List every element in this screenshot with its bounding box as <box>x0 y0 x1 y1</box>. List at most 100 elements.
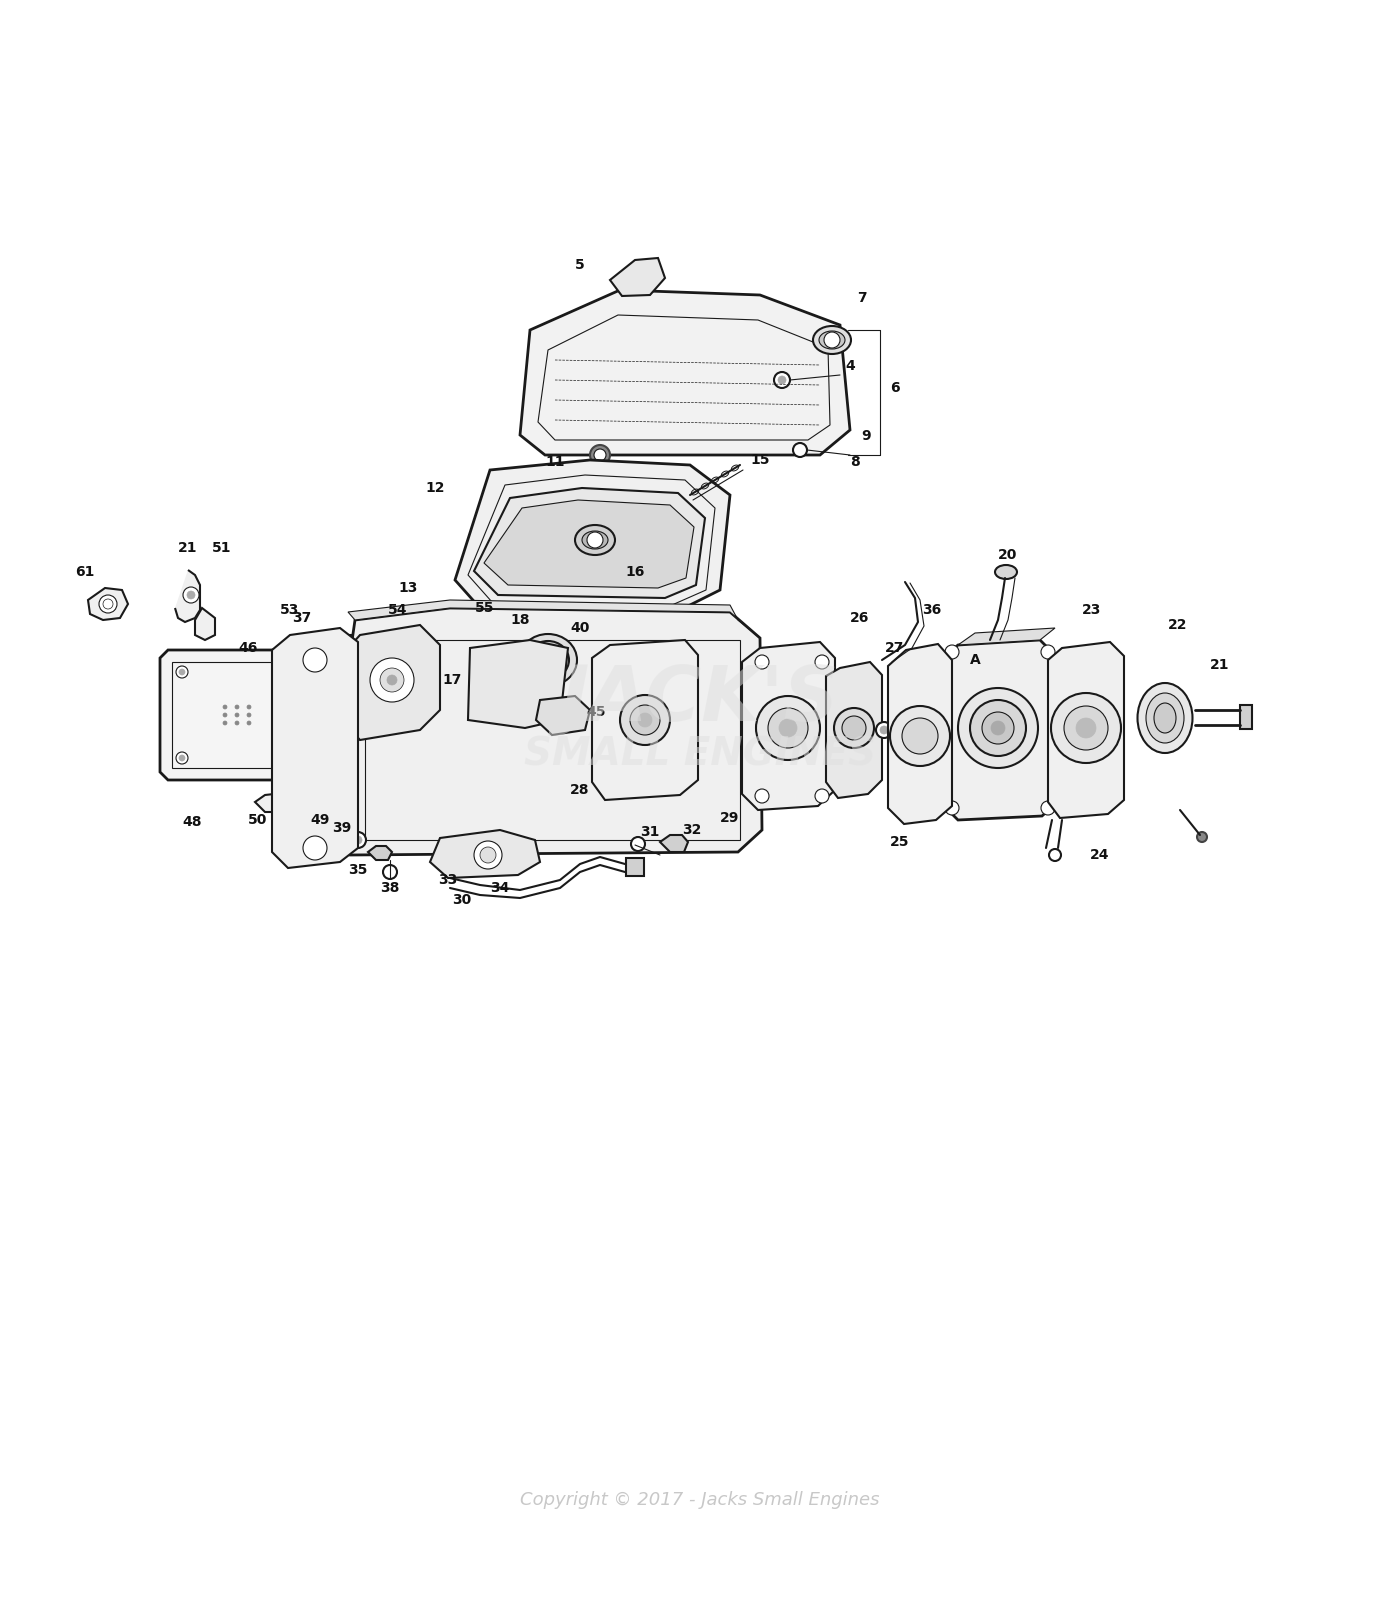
Ellipse shape <box>819 331 846 348</box>
Circle shape <box>477 647 489 658</box>
Text: 53: 53 <box>280 602 300 617</box>
Circle shape <box>1197 833 1207 842</box>
Circle shape <box>235 721 239 725</box>
Text: 29: 29 <box>721 812 739 825</box>
Polygon shape <box>433 666 473 713</box>
Text: 11: 11 <box>545 455 564 468</box>
Circle shape <box>778 376 785 384</box>
Circle shape <box>630 705 659 735</box>
Polygon shape <box>826 662 882 797</box>
Circle shape <box>417 647 428 658</box>
Circle shape <box>631 837 645 852</box>
Circle shape <box>991 721 1005 735</box>
Ellipse shape <box>813 326 851 355</box>
Polygon shape <box>455 460 729 610</box>
Circle shape <box>290 670 295 674</box>
Bar <box>172 662 302 769</box>
Ellipse shape <box>995 566 1016 578</box>
Polygon shape <box>325 607 762 855</box>
Polygon shape <box>592 641 699 801</box>
Circle shape <box>480 847 496 863</box>
Ellipse shape <box>575 526 615 555</box>
Polygon shape <box>1049 642 1124 818</box>
Ellipse shape <box>1137 682 1193 753</box>
Circle shape <box>417 721 428 733</box>
Circle shape <box>496 628 510 642</box>
Text: 12: 12 <box>426 481 445 495</box>
Text: 24: 24 <box>1091 849 1110 861</box>
Text: 48: 48 <box>182 815 202 829</box>
Text: 25: 25 <box>890 836 910 849</box>
Text: JACK'S: JACK'S <box>560 663 840 737</box>
Ellipse shape <box>519 634 577 686</box>
Circle shape <box>287 666 300 678</box>
Circle shape <box>769 708 808 748</box>
Circle shape <box>323 724 337 738</box>
Text: 36: 36 <box>923 602 942 617</box>
Circle shape <box>302 836 328 860</box>
Polygon shape <box>414 646 491 735</box>
Circle shape <box>594 449 606 460</box>
Polygon shape <box>88 588 127 620</box>
Circle shape <box>841 716 867 740</box>
Circle shape <box>370 658 414 702</box>
Bar <box>1240 705 1252 729</box>
Circle shape <box>958 689 1037 769</box>
Circle shape <box>498 631 505 639</box>
Circle shape <box>945 801 959 815</box>
Text: 34: 34 <box>490 880 510 895</box>
Circle shape <box>755 655 769 670</box>
Polygon shape <box>349 599 760 638</box>
Text: 32: 32 <box>682 823 701 837</box>
Text: 13: 13 <box>399 582 417 594</box>
Text: 8: 8 <box>850 455 860 468</box>
Polygon shape <box>321 634 410 741</box>
Polygon shape <box>175 570 200 622</box>
Circle shape <box>792 443 806 457</box>
Circle shape <box>1064 706 1107 749</box>
Text: 27: 27 <box>885 641 904 655</box>
Circle shape <box>179 754 185 761</box>
Circle shape <box>176 666 188 678</box>
Text: 9: 9 <box>861 428 871 443</box>
Polygon shape <box>888 644 952 825</box>
Circle shape <box>638 713 652 727</box>
Text: 49: 49 <box>311 813 329 828</box>
Circle shape <box>881 725 888 733</box>
Circle shape <box>188 591 195 599</box>
Polygon shape <box>272 628 358 868</box>
Text: 28: 28 <box>570 783 589 797</box>
Text: 31: 31 <box>640 825 659 839</box>
Text: 37: 37 <box>293 610 312 625</box>
Circle shape <box>825 332 840 348</box>
Circle shape <box>945 646 959 658</box>
Circle shape <box>350 833 365 849</box>
Text: 20: 20 <box>998 548 1018 562</box>
Ellipse shape <box>302 754 378 805</box>
Text: 46: 46 <box>238 641 258 655</box>
Ellipse shape <box>322 770 357 789</box>
Circle shape <box>287 753 300 764</box>
Circle shape <box>1077 718 1096 738</box>
Polygon shape <box>610 257 665 296</box>
Polygon shape <box>484 500 694 588</box>
Text: Copyright © 2017 - Jacks Small Engines: Copyright © 2017 - Jacks Small Engines <box>521 1491 879 1509</box>
Circle shape <box>302 649 328 673</box>
Circle shape <box>379 668 405 692</box>
Circle shape <box>755 789 769 804</box>
Bar <box>626 858 644 876</box>
Circle shape <box>970 700 1026 756</box>
Circle shape <box>323 638 337 652</box>
Circle shape <box>756 697 820 761</box>
Polygon shape <box>426 660 482 721</box>
Circle shape <box>774 372 790 388</box>
Polygon shape <box>430 829 540 877</box>
Circle shape <box>834 708 874 748</box>
Circle shape <box>384 865 398 879</box>
Text: 16: 16 <box>626 566 644 578</box>
Polygon shape <box>519 289 850 455</box>
Ellipse shape <box>533 649 561 673</box>
Circle shape <box>876 722 892 738</box>
Circle shape <box>1049 849 1061 861</box>
Ellipse shape <box>1147 694 1184 743</box>
